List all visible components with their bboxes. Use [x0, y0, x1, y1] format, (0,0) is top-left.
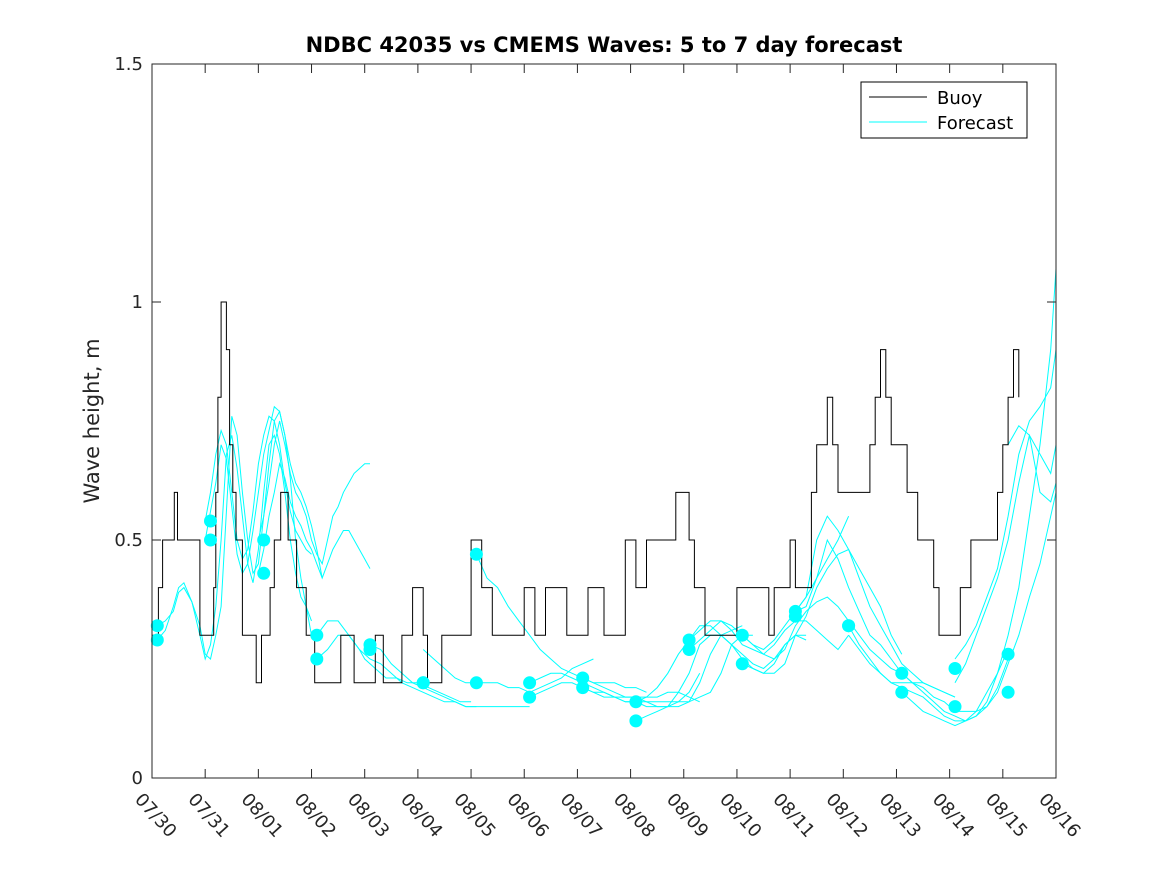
forecast-marker [895, 666, 909, 680]
forecast-line-4 [257, 420, 370, 566]
forecast-marker [150, 619, 164, 633]
forecast-line-29 [1007, 425, 1057, 503]
forecast-marker [895, 685, 909, 699]
forecast-line-6 [316, 620, 472, 703]
chart-title: NDBC 42035 vs CMEMS Waves: 5 to 7 day fo… [306, 33, 903, 57]
forecast-line-19 [741, 596, 903, 674]
forecast-line-18 [688, 515, 850, 651]
forecast-line-10 [475, 554, 647, 693]
forecast-marker [948, 700, 962, 714]
buoy-line [152, 301, 1020, 684]
legend-buoy-label: Buoy [937, 88, 983, 109]
forecast-marker [629, 695, 643, 709]
legend-forecast-label: Forecast [937, 113, 1013, 134]
forecast-line-13 [582, 634, 753, 703]
forecast-line-5 [257, 461, 371, 580]
forecast-line-22 [794, 515, 956, 698]
forecast-marker [682, 643, 696, 656]
forecast-line-20 [742, 548, 903, 674]
y-tick-label: 1 [132, 292, 143, 313]
forecast-marker [576, 681, 590, 695]
y-axis-label: Wave height, m [80, 338, 104, 503]
forecast-line-1 [156, 433, 312, 661]
plot-area [150, 268, 1057, 728]
y-tick-label: 0.5 [114, 530, 143, 551]
forecast-marker [1001, 685, 1015, 699]
forecast-marker [842, 619, 856, 633]
forecast-marker [788, 609, 802, 623]
forecast-marker [523, 690, 537, 704]
forecast-marker [1001, 647, 1015, 661]
forecast-marker [948, 662, 962, 675]
forecast-line-23 [848, 625, 1009, 722]
forecast-marker [735, 657, 749, 671]
forecast-line-2 [204, 415, 312, 561]
forecast-marker [363, 643, 377, 656]
forecast-marker [576, 671, 590, 685]
legend-box [860, 81, 1028, 139]
forecast-line-24 [848, 634, 1009, 722]
forecast-line-8 [369, 644, 530, 708]
forecast-marker [523, 676, 537, 690]
forecast-marker [629, 714, 643, 728]
forecast-line-14 [582, 625, 743, 708]
y-tick-label: 0 [132, 768, 143, 789]
forecast-marker [310, 652, 324, 666]
forecast-line-17 [688, 620, 850, 655]
forecast-marker [150, 633, 164, 647]
forecast-marker [469, 676, 483, 690]
forecast-marker [257, 566, 271, 580]
forecast-marker [735, 628, 749, 642]
forecast-marker [204, 533, 217, 547]
legend: Buoy Forecast [860, 81, 1028, 139]
forecast-line-26 [901, 268, 1057, 727]
forecast-line-3 [204, 405, 323, 579]
forecast-marker [310, 628, 324, 642]
forecast-marker [469, 547, 483, 561]
forecast-marker [257, 533, 271, 547]
y-tick-label: 1.5 [114, 54, 143, 75]
forecast-marker [204, 514, 217, 528]
forecast-line-28 [954, 433, 1057, 684]
forecast-marker [682, 633, 696, 647]
forecast-marker [416, 676, 430, 690]
forecast-line-27 [954, 349, 1057, 660]
axes-frame [151, 63, 1057, 779]
